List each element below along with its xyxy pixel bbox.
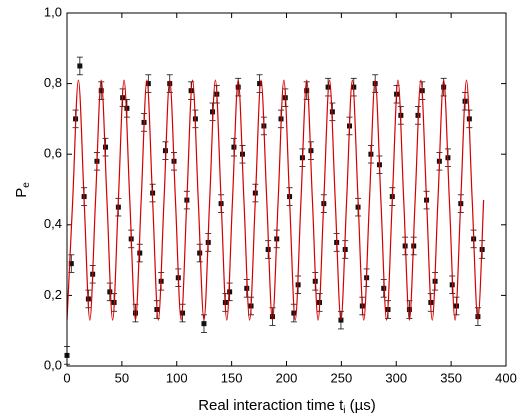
data-point (372, 81, 378, 87)
y-tick-label: 1,0 (44, 4, 62, 19)
data-point (227, 289, 233, 295)
x-tick-label: 50 (115, 370, 129, 385)
x-axis-title: Real interaction time ti (µs) (198, 397, 376, 416)
x-tick-label: 150 (221, 370, 243, 385)
data-point (231, 144, 237, 150)
x-tick-label: 400 (495, 370, 517, 385)
data-point (197, 250, 203, 256)
data-point (77, 63, 83, 69)
data-point (235, 84, 241, 90)
x-axis-title-sub: i (343, 405, 345, 416)
data-point (441, 84, 447, 90)
data-point (244, 285, 250, 291)
data-point (98, 88, 104, 94)
data-point (132, 310, 138, 316)
x-tick-label: 300 (385, 370, 407, 385)
data-point (210, 109, 216, 115)
y-tick-label: 0,8 (44, 75, 62, 90)
x-tick-label: 0 (63, 370, 70, 385)
data-point (103, 144, 109, 150)
data-point (381, 285, 387, 291)
fit-curve (66, 79, 485, 321)
y-axis-title: Pe (13, 182, 32, 198)
x-axis-title-main: Real interaction time t (198, 397, 344, 414)
data-point (68, 261, 74, 267)
y-tick-label: 0,4 (44, 216, 62, 231)
data-point (145, 81, 151, 87)
plot-frame (66, 12, 507, 367)
data-point (325, 84, 331, 90)
data-point (201, 321, 207, 327)
data-point (124, 105, 130, 111)
x-tick-label: 100 (166, 370, 188, 385)
y-axis-title-main: P (13, 188, 30, 198)
data-point (351, 84, 357, 90)
data-point (167, 81, 173, 87)
data-point (406, 307, 412, 313)
data-point (291, 310, 297, 316)
data-point (304, 88, 310, 94)
y-tick-label: 0,2 (44, 287, 62, 302)
data-point (107, 289, 113, 295)
data-point (180, 310, 186, 316)
x-tick-label: 250 (331, 370, 353, 385)
y-axis-title-sub: e (21, 182, 32, 188)
data-point (269, 314, 275, 320)
data-point (329, 109, 335, 115)
x-tick-label: 200 (276, 370, 298, 385)
data-point (475, 314, 481, 320)
data-point (257, 81, 263, 87)
y-tick-label: 0,0 (44, 357, 62, 372)
data-point (137, 250, 143, 256)
x-axis-title-unit: (µs) (346, 397, 376, 414)
x-tick-label: 350 (440, 370, 462, 385)
y-tick-label: 0,6 (44, 146, 62, 161)
